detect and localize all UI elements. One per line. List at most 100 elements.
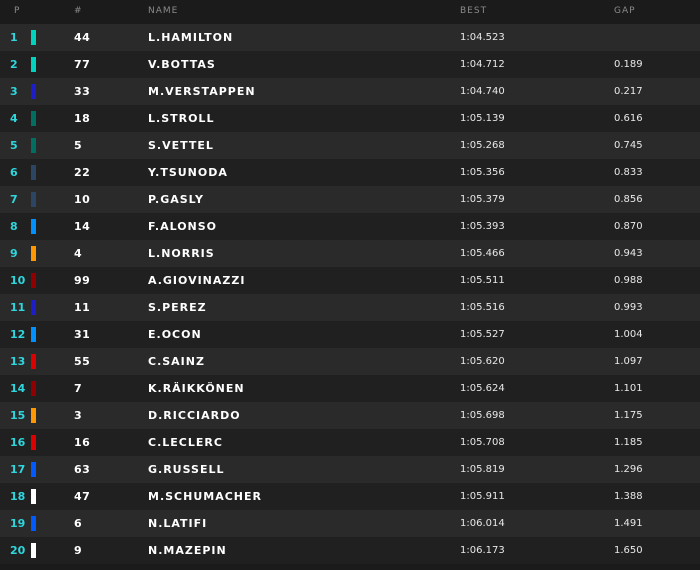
table-row: 12 31 E.OCON 1:05.527 1.004 — [0, 321, 700, 348]
best-lap: 1:05.819 — [460, 464, 505, 475]
table-row: 4 18 L.STROLL 1:05.139 0.616 — [0, 105, 700, 132]
best-lap: 1:04.740 — [460, 86, 505, 97]
driver-number: 18 — [74, 112, 91, 125]
team-color-bar — [31, 462, 36, 477]
driver-number: 31 — [74, 328, 91, 341]
best-lap: 1:05.379 — [460, 194, 505, 205]
driver-name: P.GASLY — [148, 193, 204, 206]
gap: 0.217 — [614, 86, 643, 97]
column-header: NAME — [148, 6, 179, 16]
team-color-bar — [31, 435, 36, 450]
table-row: 18 47 M.SCHUMACHER 1:05.911 1.388 — [0, 483, 700, 510]
team-color-bar — [31, 273, 36, 288]
position: 8 — [10, 220, 18, 233]
best-lap: 1:05.516 — [460, 302, 505, 313]
position: 4 — [10, 112, 18, 125]
driver-name: N.LATIFI — [148, 517, 208, 530]
driver-number: 47 — [74, 490, 91, 503]
driver-name: N.MAZEPIN — [148, 544, 227, 557]
best-lap: 1:05.911 — [460, 491, 505, 502]
column-header: BEST — [460, 6, 488, 16]
driver-number: 4 — [74, 247, 83, 260]
team-color-bar — [31, 489, 36, 504]
best-lap: 1:06.014 — [460, 518, 505, 529]
driver-name: K.RÄIKKÖNEN — [148, 382, 245, 395]
driver-name: Y.TSUNODA — [148, 166, 228, 179]
gap: 1.101 — [614, 383, 643, 394]
best-lap: 1:04.523 — [460, 32, 505, 43]
header-row: P # NAME BEST GAP — [0, 0, 700, 24]
gap: 1.296 — [614, 464, 643, 475]
driver-number: 11 — [74, 301, 91, 314]
gap: 0.988 — [614, 275, 643, 286]
driver-name: A.GIOVINAZZI — [148, 274, 246, 287]
table-row: 19 6 N.LATIFI 1:06.014 1.491 — [0, 510, 700, 537]
team-color-bar — [31, 192, 36, 207]
gap: 1.491 — [614, 518, 643, 529]
position: 6 — [10, 166, 18, 179]
position: 14 — [10, 382, 26, 395]
gap: 0.745 — [614, 140, 643, 151]
driver-number: 9 — [74, 544, 83, 557]
driver-name: S.PEREZ — [148, 301, 207, 314]
position: 13 — [10, 355, 26, 368]
driver-name: L.NORRIS — [148, 247, 215, 260]
team-color-bar — [31, 138, 36, 153]
table-row: 14 7 K.RÄIKKÖNEN 1:05.624 1.101 — [0, 375, 700, 402]
gap: 1.388 — [614, 491, 643, 502]
team-color-bar — [31, 381, 36, 396]
column-header: # — [74, 6, 83, 16]
table-row: 6 22 Y.TSUNODA 1:05.356 0.833 — [0, 159, 700, 186]
table-row: 11 11 S.PEREZ 1:05.516 0.993 — [0, 294, 700, 321]
best-lap: 1:05.139 — [460, 113, 505, 124]
best-lap: 1:05.356 — [460, 167, 505, 178]
gap: 0.943 — [614, 248, 643, 259]
driver-number: 10 — [74, 193, 91, 206]
gap: 0.833 — [614, 167, 643, 178]
position: 11 — [10, 301, 26, 314]
position: 12 — [10, 328, 26, 341]
driver-name: C.SAINZ — [148, 355, 205, 368]
driver-name: E.OCON — [148, 328, 202, 341]
driver-number: 3 — [74, 409, 83, 422]
driver-name: L.STROLL — [148, 112, 215, 125]
best-lap: 1:05.393 — [460, 221, 505, 232]
column-header: GAP — [614, 6, 636, 16]
table-row: 2 77 V.BOTTAS 1:04.712 0.189 — [0, 51, 700, 78]
best-lap: 1:05.708 — [460, 437, 505, 448]
driver-name: M.VERSTAPPEN — [148, 85, 256, 98]
driver-name: F.ALONSO — [148, 220, 218, 233]
best-lap: 1:04.712 — [460, 59, 505, 70]
driver-name: S.VETTEL — [148, 139, 214, 152]
best-lap: 1:05.466 — [460, 248, 505, 259]
best-lap: 1:05.698 — [460, 410, 505, 421]
team-color-bar — [31, 300, 36, 315]
position: 18 — [10, 490, 26, 503]
driver-number: 55 — [74, 355, 91, 368]
gap: 0.870 — [614, 221, 643, 232]
team-color-bar — [31, 327, 36, 342]
best-lap: 1:05.624 — [460, 383, 505, 394]
gap: 0.616 — [614, 113, 643, 124]
table-row: 20 9 N.MAZEPIN 1:06.173 1.650 — [0, 537, 700, 564]
table-row: 15 3 D.RICCIARDO 1:05.698 1.175 — [0, 402, 700, 429]
driver-number: 33 — [74, 85, 91, 98]
best-lap: 1:05.268 — [460, 140, 505, 151]
position: 7 — [10, 193, 18, 206]
driver-name: D.RICCIARDO — [148, 409, 241, 422]
driver-name: M.SCHUMACHER — [148, 490, 262, 503]
driver-name: G.RUSSELL — [148, 463, 225, 476]
gap: 0.993 — [614, 302, 643, 313]
gap: 1.004 — [614, 329, 643, 340]
driver-number: 7 — [74, 382, 83, 395]
position: 1 — [10, 31, 18, 44]
team-color-bar — [31, 111, 36, 126]
team-color-bar — [31, 543, 36, 558]
driver-number: 5 — [74, 139, 83, 152]
driver-name: L.HAMILTON — [148, 31, 234, 44]
driver-number: 44 — [74, 31, 91, 44]
driver-name: V.BOTTAS — [148, 58, 216, 71]
driver-number: 63 — [74, 463, 91, 476]
driver-number: 6 — [74, 517, 83, 530]
